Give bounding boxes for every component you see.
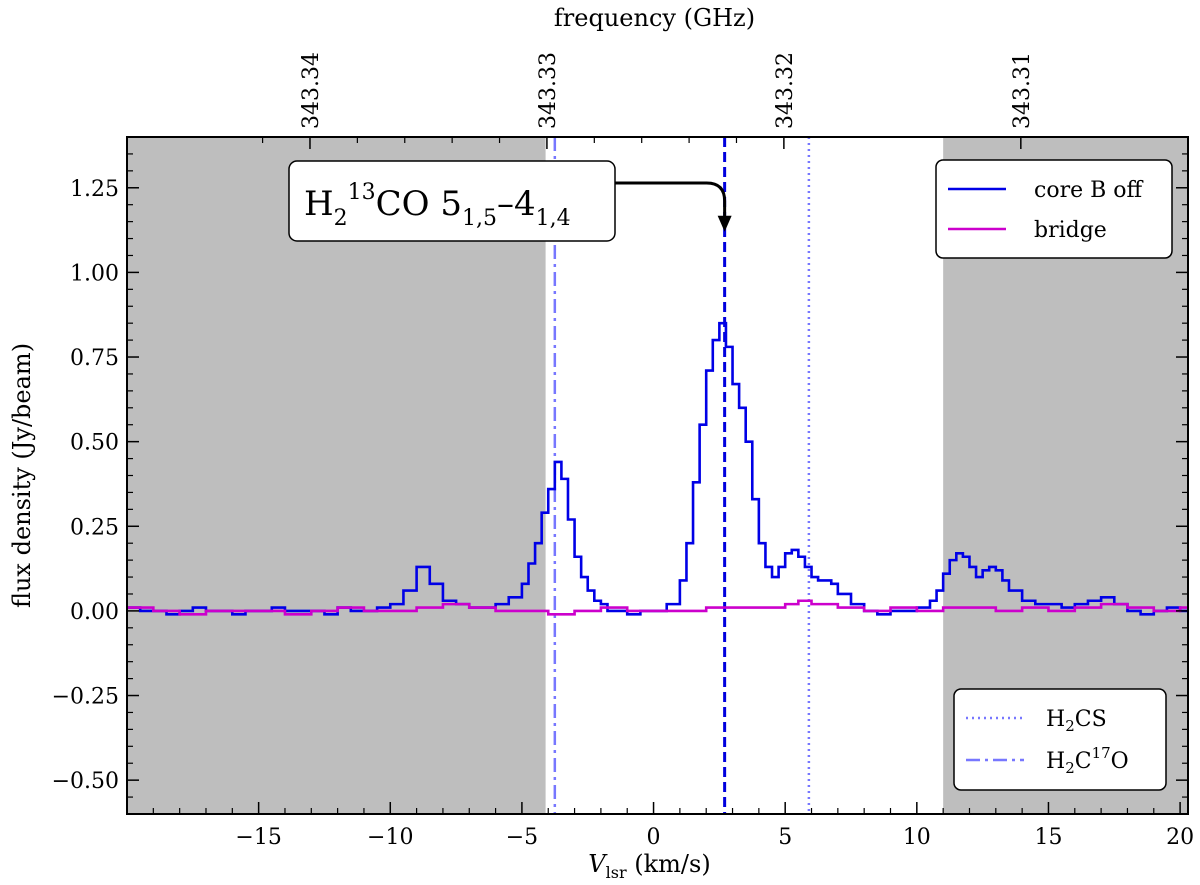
x-tick-label: 5 <box>778 825 792 850</box>
y-tick-label: 1.00 <box>70 261 119 286</box>
annotation-arrowhead <box>717 215 732 232</box>
annotation-part: CO 5 <box>376 184 462 224</box>
series-line <box>127 321 1188 616</box>
legend-label: H2C17O <box>1046 744 1129 777</box>
line-annotation: H213CO 51,5–41,4 <box>288 160 732 242</box>
annotation-part: 1,4 <box>536 206 571 231</box>
y-tick-label: 0.75 <box>70 346 119 371</box>
y-tick-label: 0.00 <box>70 600 119 625</box>
y-axis-title: flux density (Jy/beam) <box>8 343 36 608</box>
x-axis-title: Vlsr (km/s) <box>588 850 710 882</box>
legend-label: bridge <box>1034 218 1107 243</box>
legend-series-box <box>935 159 1173 259</box>
top-tick-label: 343.32 <box>773 52 798 129</box>
x-tick-label: −5 <box>506 825 538 850</box>
legend-series: core B off bridge <box>935 159 1173 259</box>
annotation-arrow <box>615 181 727 218</box>
annotation-box <box>288 160 616 242</box>
y-tick-label: 1.25 <box>70 177 119 202</box>
y-tick-label: −0.50 <box>52 769 119 794</box>
annotation-part: 2 <box>334 206 348 231</box>
annotation-label: H213CO 51,5–41,4 <box>304 180 571 231</box>
top-tick-label: 343.33 <box>536 52 561 129</box>
x-tick-label: 0 <box>647 825 661 850</box>
y-tick-label: 0.50 <box>70 431 119 456</box>
shaded-region <box>127 137 546 814</box>
line-markers <box>553 137 811 814</box>
top-axis-title: frequency (GHz) <box>554 4 755 32</box>
spectrum-series <box>127 321 1188 616</box>
top-tick-label: 343.34 <box>299 52 324 129</box>
top-tick-label: 343.31 <box>1010 52 1035 129</box>
x-tick-label: 15 <box>1034 825 1062 850</box>
axis-ticks: −15 −10 −5 0 5 10 15 20 −0.50 −0.25 0.00 0.25 0.50 0.… <box>52 52 1195 850</box>
y-tick-label: 0.25 <box>70 515 119 540</box>
x-tick-label: 20 <box>1166 825 1194 850</box>
x-axis-title-unit: (km/s) <box>627 850 711 878</box>
legend-lines-box <box>953 688 1167 791</box>
legend-label: core B off <box>1034 178 1144 203</box>
x-axis-title-subscript: lsr <box>606 863 627 882</box>
legend-lines: H2CS H2C17O <box>953 688 1167 791</box>
annotation-part: –4 <box>497 184 536 224</box>
annotation-part: H <box>304 184 334 224</box>
y-tick-label: −0.25 <box>52 685 119 710</box>
x-axis-title-symbol: V <box>588 850 608 878</box>
annotation-part: 1,5 <box>462 206 497 231</box>
series-line <box>127 599 1188 616</box>
x-tick-label: −15 <box>235 825 281 850</box>
x-tick-label: 10 <box>903 825 931 850</box>
x-tick-label: −10 <box>367 825 413 850</box>
legend-label: H2CS <box>1046 707 1107 735</box>
annotation-part: 13 <box>348 180 376 205</box>
